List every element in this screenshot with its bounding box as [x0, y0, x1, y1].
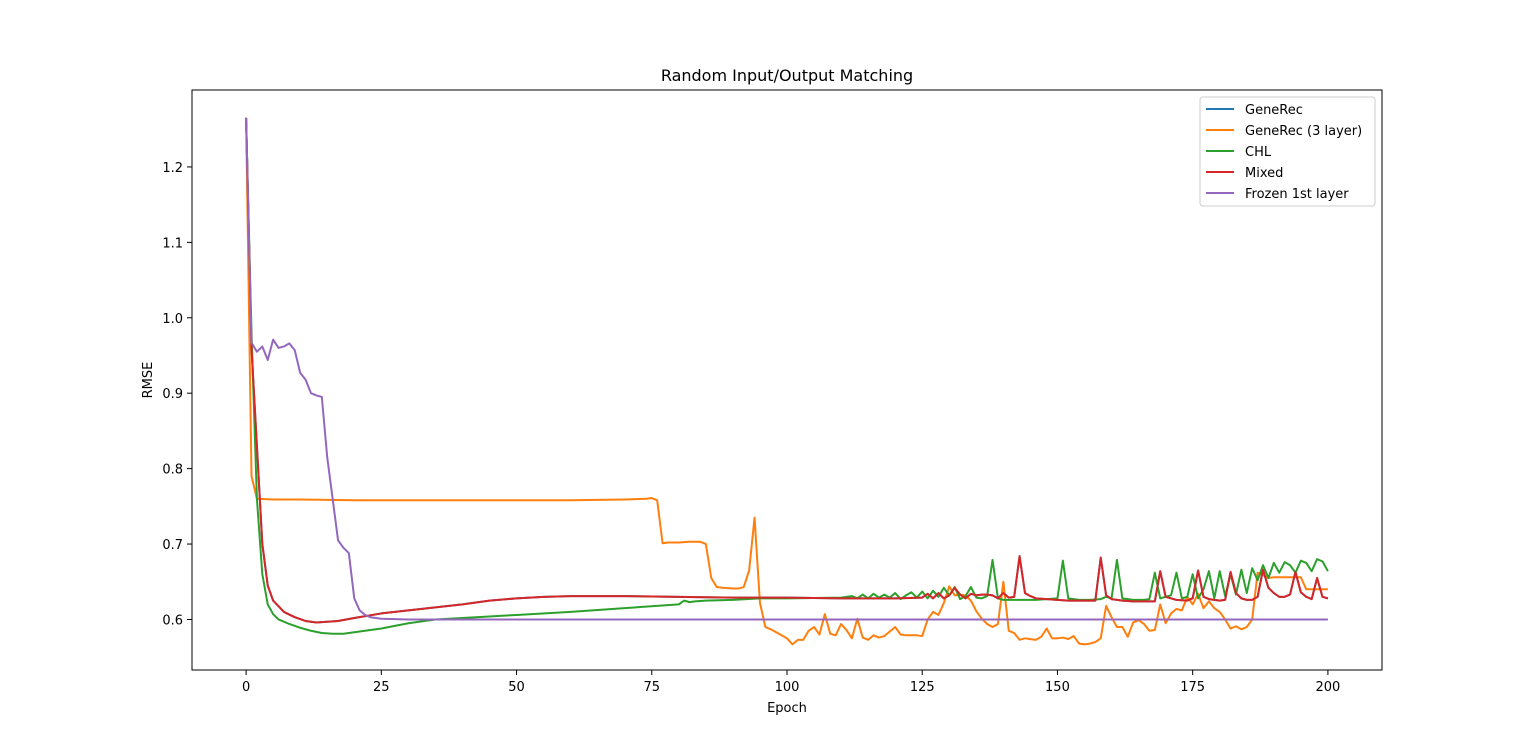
y-tick-label: 1.2 [162, 161, 183, 176]
chart-title: Random Input/Output Matching [661, 66, 913, 85]
x-tick-label: 50 [508, 680, 525, 695]
legend-label: CHL [1245, 145, 1272, 160]
y-axis-title: RMSE [141, 362, 156, 399]
x-axis-title: Epoch [767, 701, 807, 716]
legend-label: Mixed [1245, 166, 1283, 181]
x-tick-label: 0 [242, 680, 250, 695]
legend-label: Frozen 1st layer [1245, 187, 1349, 202]
y-tick-label: 0.8 [162, 463, 183, 478]
y-tick-label: 1.1 [162, 236, 183, 251]
y-tick-label: 0.7 [162, 538, 183, 553]
x-tick-label: 175 [1180, 680, 1205, 695]
legend-label: GeneRec [1245, 103, 1303, 118]
x-tick-label: 100 [775, 680, 800, 695]
series-line-3 [245, 117, 1329, 624]
x-tick-label: 75 [643, 680, 660, 695]
series-lines [245, 117, 1329, 646]
y-ticks: 0.6 0.7 0.8 0.9 1.0 1.1 1.2 [162, 161, 192, 628]
legend-box [1199, 96, 1376, 207]
legend-label: GeneRec (3 layer) [1245, 124, 1362, 139]
legend: GeneRec GeneRec (3 layer) CHL Mixed Frozen 1… [1199, 96, 1376, 207]
x-tick-label: 200 [1315, 680, 1340, 695]
x-tick-label: 125 [910, 680, 935, 695]
y-tick-label: 1.0 [162, 312, 183, 327]
x-tick-label: 150 [1045, 680, 1070, 695]
series-line-4 [245, 117, 1328, 621]
y-tick-label: 0.9 [162, 387, 183, 402]
x-ticks: 0 25 50 75 100 125 150 175 200 [242, 670, 1340, 695]
x-tick-label: 25 [373, 680, 390, 695]
y-tick-label: 0.6 [162, 613, 183, 628]
